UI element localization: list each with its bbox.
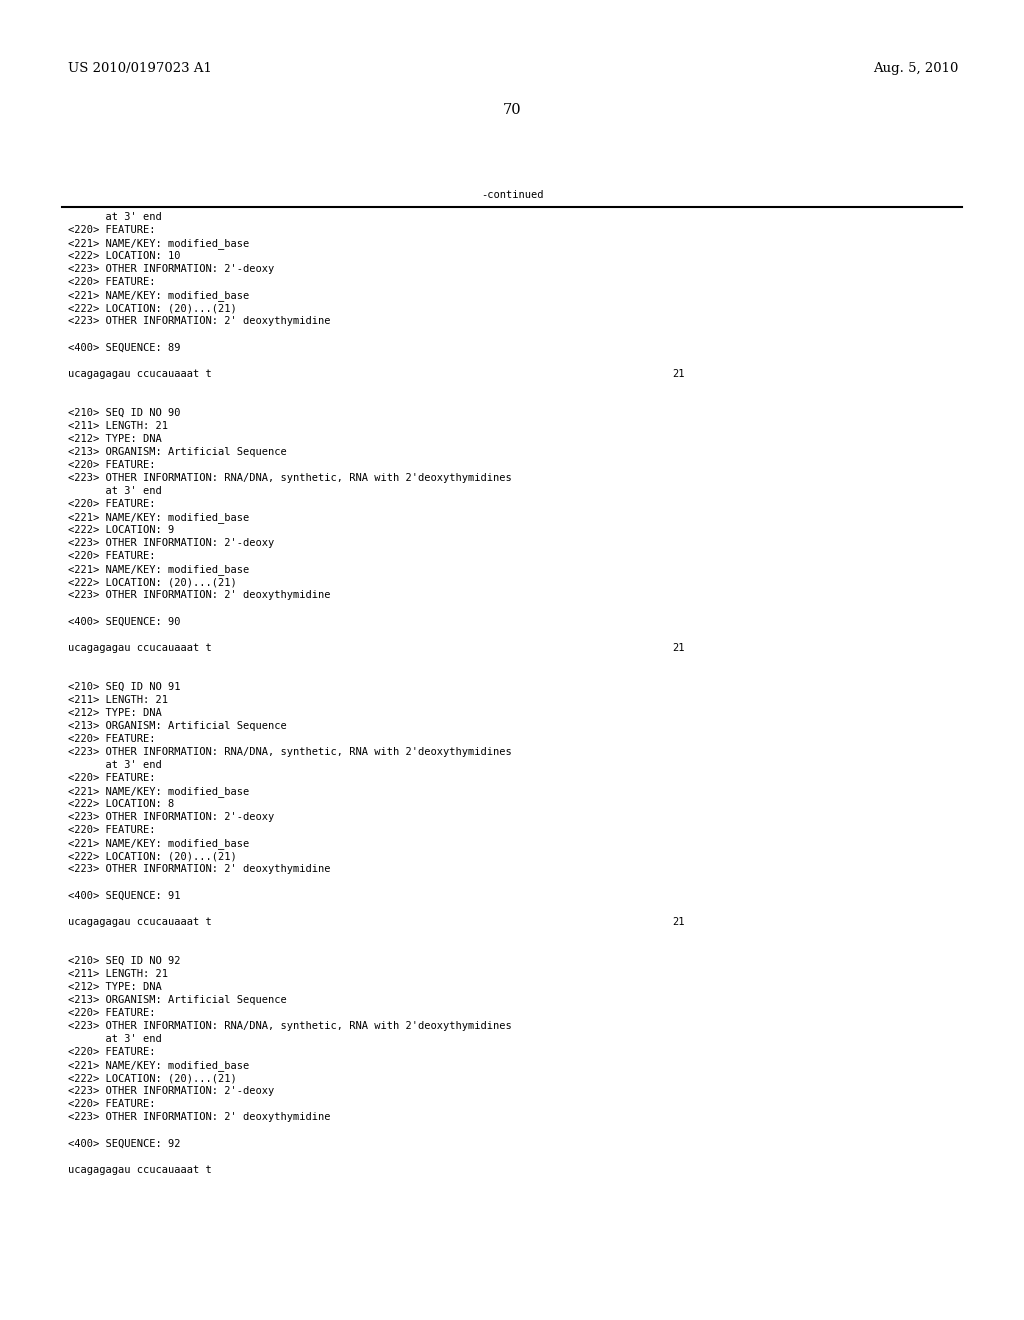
- Text: ucagagagau ccucauaaat t: ucagagagau ccucauaaat t: [68, 643, 212, 652]
- Text: ucagagagau ccucauaaat t: ucagagagau ccucauaaat t: [68, 368, 212, 379]
- Text: <221> NAME/KEY: modified_base: <221> NAME/KEY: modified_base: [68, 512, 249, 523]
- Text: at 3' end: at 3' end: [68, 486, 162, 496]
- Text: <222> LOCATION: 10: <222> LOCATION: 10: [68, 251, 180, 261]
- Text: <223> OTHER INFORMATION: 2'-deoxy: <223> OTHER INFORMATION: 2'-deoxy: [68, 264, 274, 275]
- Text: <221> NAME/KEY: modified_base: <221> NAME/KEY: modified_base: [68, 838, 249, 849]
- Text: <221> NAME/KEY: modified_base: <221> NAME/KEY: modified_base: [68, 565, 249, 576]
- Text: 21: 21: [672, 916, 684, 927]
- Text: <223> OTHER INFORMATION: 2'-deoxy: <223> OTHER INFORMATION: 2'-deoxy: [68, 812, 274, 822]
- Text: <212> TYPE: DNA: <212> TYPE: DNA: [68, 708, 162, 718]
- Text: <220> FEATURE:: <220> FEATURE:: [68, 277, 156, 288]
- Text: 21: 21: [672, 643, 684, 652]
- Text: <211> LENGTH: 21: <211> LENGTH: 21: [68, 969, 168, 979]
- Text: <222> LOCATION: 9: <222> LOCATION: 9: [68, 525, 174, 535]
- Text: <222> LOCATION: (20)...(21): <222> LOCATION: (20)...(21): [68, 577, 237, 587]
- Text: <400> SEQUENCE: 91: <400> SEQUENCE: 91: [68, 891, 180, 900]
- Text: ucagagagau ccucauaaat t: ucagagagau ccucauaaat t: [68, 916, 212, 927]
- Text: <220> FEATURE:: <220> FEATURE:: [68, 1047, 156, 1057]
- Text: <223> OTHER INFORMATION: RNA/DNA, synthetic, RNA with 2'deoxythymidines: <223> OTHER INFORMATION: RNA/DNA, synthe…: [68, 747, 512, 758]
- Text: US 2010/0197023 A1: US 2010/0197023 A1: [68, 62, 212, 75]
- Text: <221> NAME/KEY: modified_base: <221> NAME/KEY: modified_base: [68, 787, 249, 797]
- Text: <211> LENGTH: 21: <211> LENGTH: 21: [68, 421, 168, 430]
- Text: <213> ORGANISM: Artificial Sequence: <213> ORGANISM: Artificial Sequence: [68, 447, 287, 457]
- Text: <400> SEQUENCE: 92: <400> SEQUENCE: 92: [68, 1139, 180, 1148]
- Text: <220> FEATURE:: <220> FEATURE:: [68, 774, 156, 783]
- Text: <223> OTHER INFORMATION: RNA/DNA, synthetic, RNA with 2'deoxythymidines: <223> OTHER INFORMATION: RNA/DNA, synthe…: [68, 1022, 512, 1031]
- Text: <210> SEQ ID NO 92: <210> SEQ ID NO 92: [68, 956, 180, 966]
- Text: <220> FEATURE:: <220> FEATURE:: [68, 734, 156, 744]
- Text: <213> ORGANISM: Artificial Sequence: <213> ORGANISM: Artificial Sequence: [68, 995, 287, 1005]
- Text: <222> LOCATION: (20)...(21): <222> LOCATION: (20)...(21): [68, 1073, 237, 1084]
- Text: <220> FEATURE:: <220> FEATURE:: [68, 1100, 156, 1109]
- Text: at 3' end: at 3' end: [68, 1034, 162, 1044]
- Text: <221> NAME/KEY: modified_base: <221> NAME/KEY: modified_base: [68, 238, 249, 249]
- Text: <222> LOCATION: (20)...(21): <222> LOCATION: (20)...(21): [68, 304, 237, 313]
- Text: <222> LOCATION: (20)...(21): <222> LOCATION: (20)...(21): [68, 851, 237, 862]
- Text: <210> SEQ ID NO 90: <210> SEQ ID NO 90: [68, 408, 180, 417]
- Text: <223> OTHER INFORMATION: 2'-deoxy: <223> OTHER INFORMATION: 2'-deoxy: [68, 1086, 274, 1097]
- Text: at 3' end: at 3' end: [68, 760, 162, 770]
- Text: <220> FEATURE:: <220> FEATURE:: [68, 459, 156, 470]
- Text: 70: 70: [503, 103, 521, 117]
- Text: -continued: -continued: [480, 190, 544, 201]
- Text: <212> TYPE: DNA: <212> TYPE: DNA: [68, 434, 162, 444]
- Text: <222> LOCATION: 8: <222> LOCATION: 8: [68, 799, 174, 809]
- Text: <400> SEQUENCE: 90: <400> SEQUENCE: 90: [68, 616, 180, 627]
- Text: <223> OTHER INFORMATION: 2' deoxythymidine: <223> OTHER INFORMATION: 2' deoxythymidi…: [68, 317, 331, 326]
- Text: <221> NAME/KEY: modified_base: <221> NAME/KEY: modified_base: [68, 1060, 249, 1071]
- Text: <223> OTHER INFORMATION: RNA/DNA, synthetic, RNA with 2'deoxythymidines: <223> OTHER INFORMATION: RNA/DNA, synthe…: [68, 473, 512, 483]
- Text: <223> OTHER INFORMATION: 2' deoxythymidine: <223> OTHER INFORMATION: 2' deoxythymidi…: [68, 590, 331, 601]
- Text: <220> FEATURE:: <220> FEATURE:: [68, 224, 156, 235]
- Text: <220> FEATURE:: <220> FEATURE:: [68, 552, 156, 561]
- Text: <213> ORGANISM: Artificial Sequence: <213> ORGANISM: Artificial Sequence: [68, 721, 287, 731]
- Text: <210> SEQ ID NO 91: <210> SEQ ID NO 91: [68, 682, 180, 692]
- Text: Aug. 5, 2010: Aug. 5, 2010: [872, 62, 958, 75]
- Text: <223> OTHER INFORMATION: 2' deoxythymidine: <223> OTHER INFORMATION: 2' deoxythymidi…: [68, 865, 331, 874]
- Text: 21: 21: [672, 368, 684, 379]
- Text: <220> FEATURE:: <220> FEATURE:: [68, 1008, 156, 1018]
- Text: <220> FEATURE:: <220> FEATURE:: [68, 825, 156, 836]
- Text: <223> OTHER INFORMATION: 2'-deoxy: <223> OTHER INFORMATION: 2'-deoxy: [68, 539, 274, 548]
- Text: <221> NAME/KEY: modified_base: <221> NAME/KEY: modified_base: [68, 290, 249, 301]
- Text: <400> SEQUENCE: 89: <400> SEQUENCE: 89: [68, 342, 180, 352]
- Text: <212> TYPE: DNA: <212> TYPE: DNA: [68, 982, 162, 991]
- Text: <211> LENGTH: 21: <211> LENGTH: 21: [68, 694, 168, 705]
- Text: at 3' end: at 3' end: [68, 213, 162, 222]
- Text: <223> OTHER INFORMATION: 2' deoxythymidine: <223> OTHER INFORMATION: 2' deoxythymidi…: [68, 1113, 331, 1122]
- Text: ucagagagau ccucauaaat t: ucagagagau ccucauaaat t: [68, 1164, 212, 1175]
- Text: <220> FEATURE:: <220> FEATURE:: [68, 499, 156, 510]
